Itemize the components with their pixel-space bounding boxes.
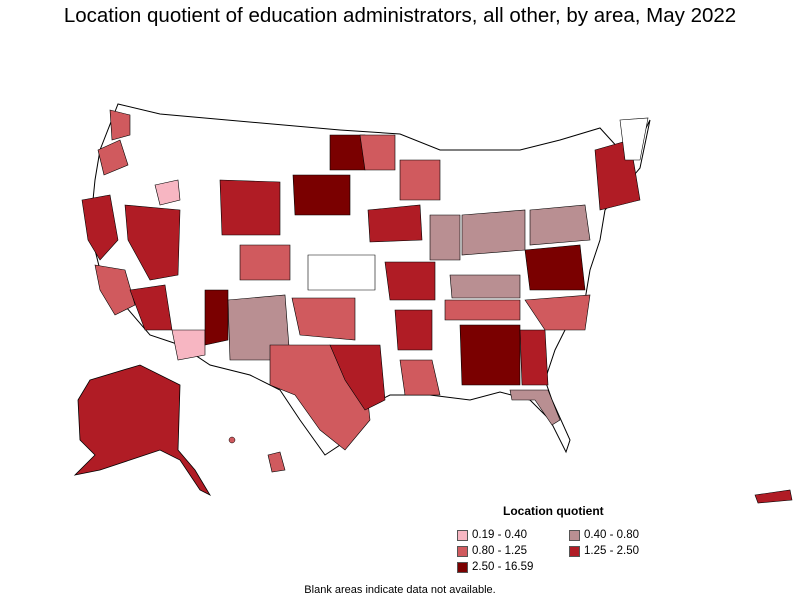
legend-swatch [457,561,468,573]
region-iowa[interactable] [367,204,423,243]
region-carolinas[interactable] [524,294,591,331]
region-oklahoma[interactable] [291,297,356,341]
region-wisconsin-michigan[interactable] [399,159,441,201]
region-missouri[interactable] [384,261,436,301]
region-south-dakota[interactable] [292,174,351,216]
region-kansas[interactable] [307,254,376,291]
region-indiana-ohio[interactable] [461,209,526,256]
legend-item-0: 0.19 - 0.40 [457,529,527,541]
region-colorado[interactable] [239,244,291,281]
legend-item-3: 1.25 - 2.50 [569,545,639,557]
region-north-dakota[interactable] [329,134,366,171]
region-kentucky[interactable] [449,274,521,299]
legend-label: 1.25 - 2.50 [584,545,639,557]
region-minnesota[interactable] [359,134,396,171]
legend-swatch [569,545,580,557]
legend-title: Location quotient [503,504,604,518]
region-illinois[interactable] [429,214,461,261]
region-arizona[interactable] [129,284,173,331]
legend-swatch [457,529,468,541]
region-mississippi-alabama[interactable] [459,324,521,386]
region-new-mexico[interactable] [204,289,229,346]
legend-label: 0.40 - 0.80 [584,529,639,541]
region-idaho[interactable] [154,179,181,206]
region-alaska[interactable] [73,364,212,496]
legend-swatch [569,529,580,541]
region-florida[interactable] [509,389,561,426]
region-california-south[interactable] [94,264,136,316]
region-california-north[interactable] [81,194,119,261]
region-oregon[interactable] [97,139,129,176]
legend-item-4: 2.50 - 16.59 [457,561,533,573]
legend-label: 2.50 - 16.59 [472,561,534,573]
region-virginia-wv[interactable] [524,244,586,291]
footnote: Blank areas indicate data not available. [304,584,496,596]
region-nevada[interactable] [124,204,181,281]
region-texas-east[interactable] [329,344,386,411]
region-louisiana[interactable] [399,359,441,396]
region-wyoming[interactable] [219,179,281,236]
legend-item-1: 0.40 - 0.80 [569,529,639,541]
region-arizona-south[interactable] [171,329,206,361]
region-pennsylvania[interactable] [529,204,591,246]
legend-item-2: 0.80 - 1.25 [457,545,527,557]
region-maine[interactable] [619,117,649,161]
region-washington[interactable] [109,109,131,141]
region-georgia[interactable] [519,329,549,386]
legend-label: 0.80 - 1.25 [472,545,527,557]
region-tennessee[interactable] [444,299,521,321]
region-arkansas[interactable] [394,309,433,351]
legend-label: 0.19 - 0.40 [472,529,527,541]
legend-swatch [457,545,468,557]
region-puerto-rico[interactable] [754,489,793,504]
region-hawaii-islands[interactable] [228,436,236,444]
region-hawaii[interactable] [267,451,286,473]
map-title: Location quotient of education administr… [63,4,737,27]
